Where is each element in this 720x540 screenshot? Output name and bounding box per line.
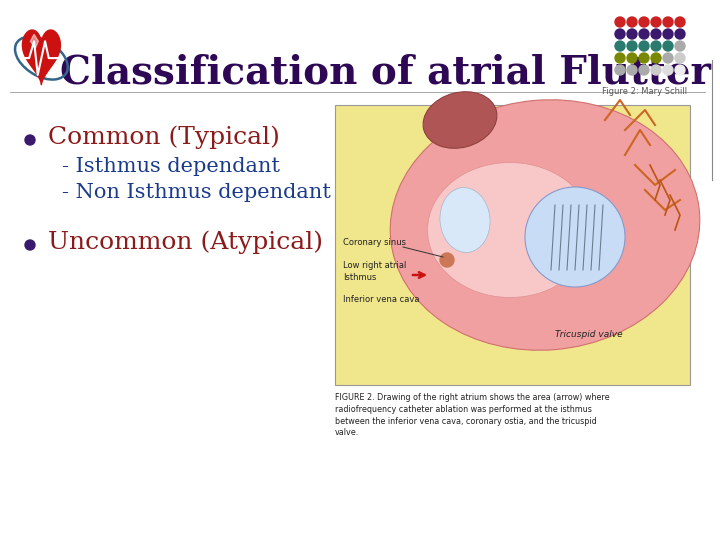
Circle shape: [627, 17, 637, 27]
Circle shape: [651, 17, 661, 27]
Circle shape: [615, 53, 625, 63]
Circle shape: [639, 29, 649, 39]
Circle shape: [25, 135, 35, 145]
Circle shape: [615, 29, 625, 39]
Circle shape: [615, 41, 625, 51]
Circle shape: [627, 29, 637, 39]
Polygon shape: [30, 34, 38, 48]
Circle shape: [627, 41, 637, 51]
Circle shape: [651, 65, 661, 75]
Circle shape: [675, 29, 685, 39]
Circle shape: [675, 41, 685, 51]
FancyBboxPatch shape: [335, 105, 690, 385]
Polygon shape: [22, 30, 60, 85]
Circle shape: [675, 17, 685, 27]
Circle shape: [663, 53, 673, 63]
Text: FIGURE 2. Drawing of the right atrium shows the area (arrow) where
radiofrequenc: FIGURE 2. Drawing of the right atrium sh…: [335, 393, 610, 437]
Ellipse shape: [525, 187, 625, 287]
Ellipse shape: [423, 92, 497, 148]
Circle shape: [651, 41, 661, 51]
Ellipse shape: [440, 187, 490, 252]
Circle shape: [675, 53, 685, 63]
Ellipse shape: [428, 163, 593, 298]
Circle shape: [663, 65, 673, 75]
Ellipse shape: [390, 100, 700, 350]
Text: - Non Isthmus dependant: - Non Isthmus dependant: [62, 183, 331, 201]
Circle shape: [615, 17, 625, 27]
Text: Coronary sinus: Coronary sinus: [343, 238, 406, 247]
Circle shape: [675, 65, 685, 75]
Circle shape: [25, 240, 35, 250]
Circle shape: [663, 29, 673, 39]
Text: Tricuspid valve: Tricuspid valve: [555, 330, 623, 339]
Text: Common (Typical): Common (Typical): [48, 125, 280, 148]
Circle shape: [639, 53, 649, 63]
Circle shape: [663, 41, 673, 51]
Circle shape: [651, 53, 661, 63]
Text: Inferior vena cava: Inferior vena cava: [343, 295, 420, 304]
Text: Classification of atrial Flutter: Classification of atrial Flutter: [60, 54, 711, 92]
Circle shape: [651, 29, 661, 39]
Text: Figure 2: Mary Schill: Figure 2: Mary Schill: [602, 86, 687, 96]
Circle shape: [663, 17, 673, 27]
Circle shape: [440, 253, 454, 267]
Text: Low right atrial
Isthmus: Low right atrial Isthmus: [343, 261, 406, 282]
Text: - Isthmus dependant: - Isthmus dependant: [62, 157, 280, 176]
Circle shape: [639, 17, 649, 27]
Circle shape: [627, 65, 637, 75]
Circle shape: [639, 41, 649, 51]
Circle shape: [627, 53, 637, 63]
Circle shape: [639, 65, 649, 75]
Circle shape: [615, 65, 625, 75]
Text: Uncommon (Atypical): Uncommon (Atypical): [48, 230, 323, 254]
